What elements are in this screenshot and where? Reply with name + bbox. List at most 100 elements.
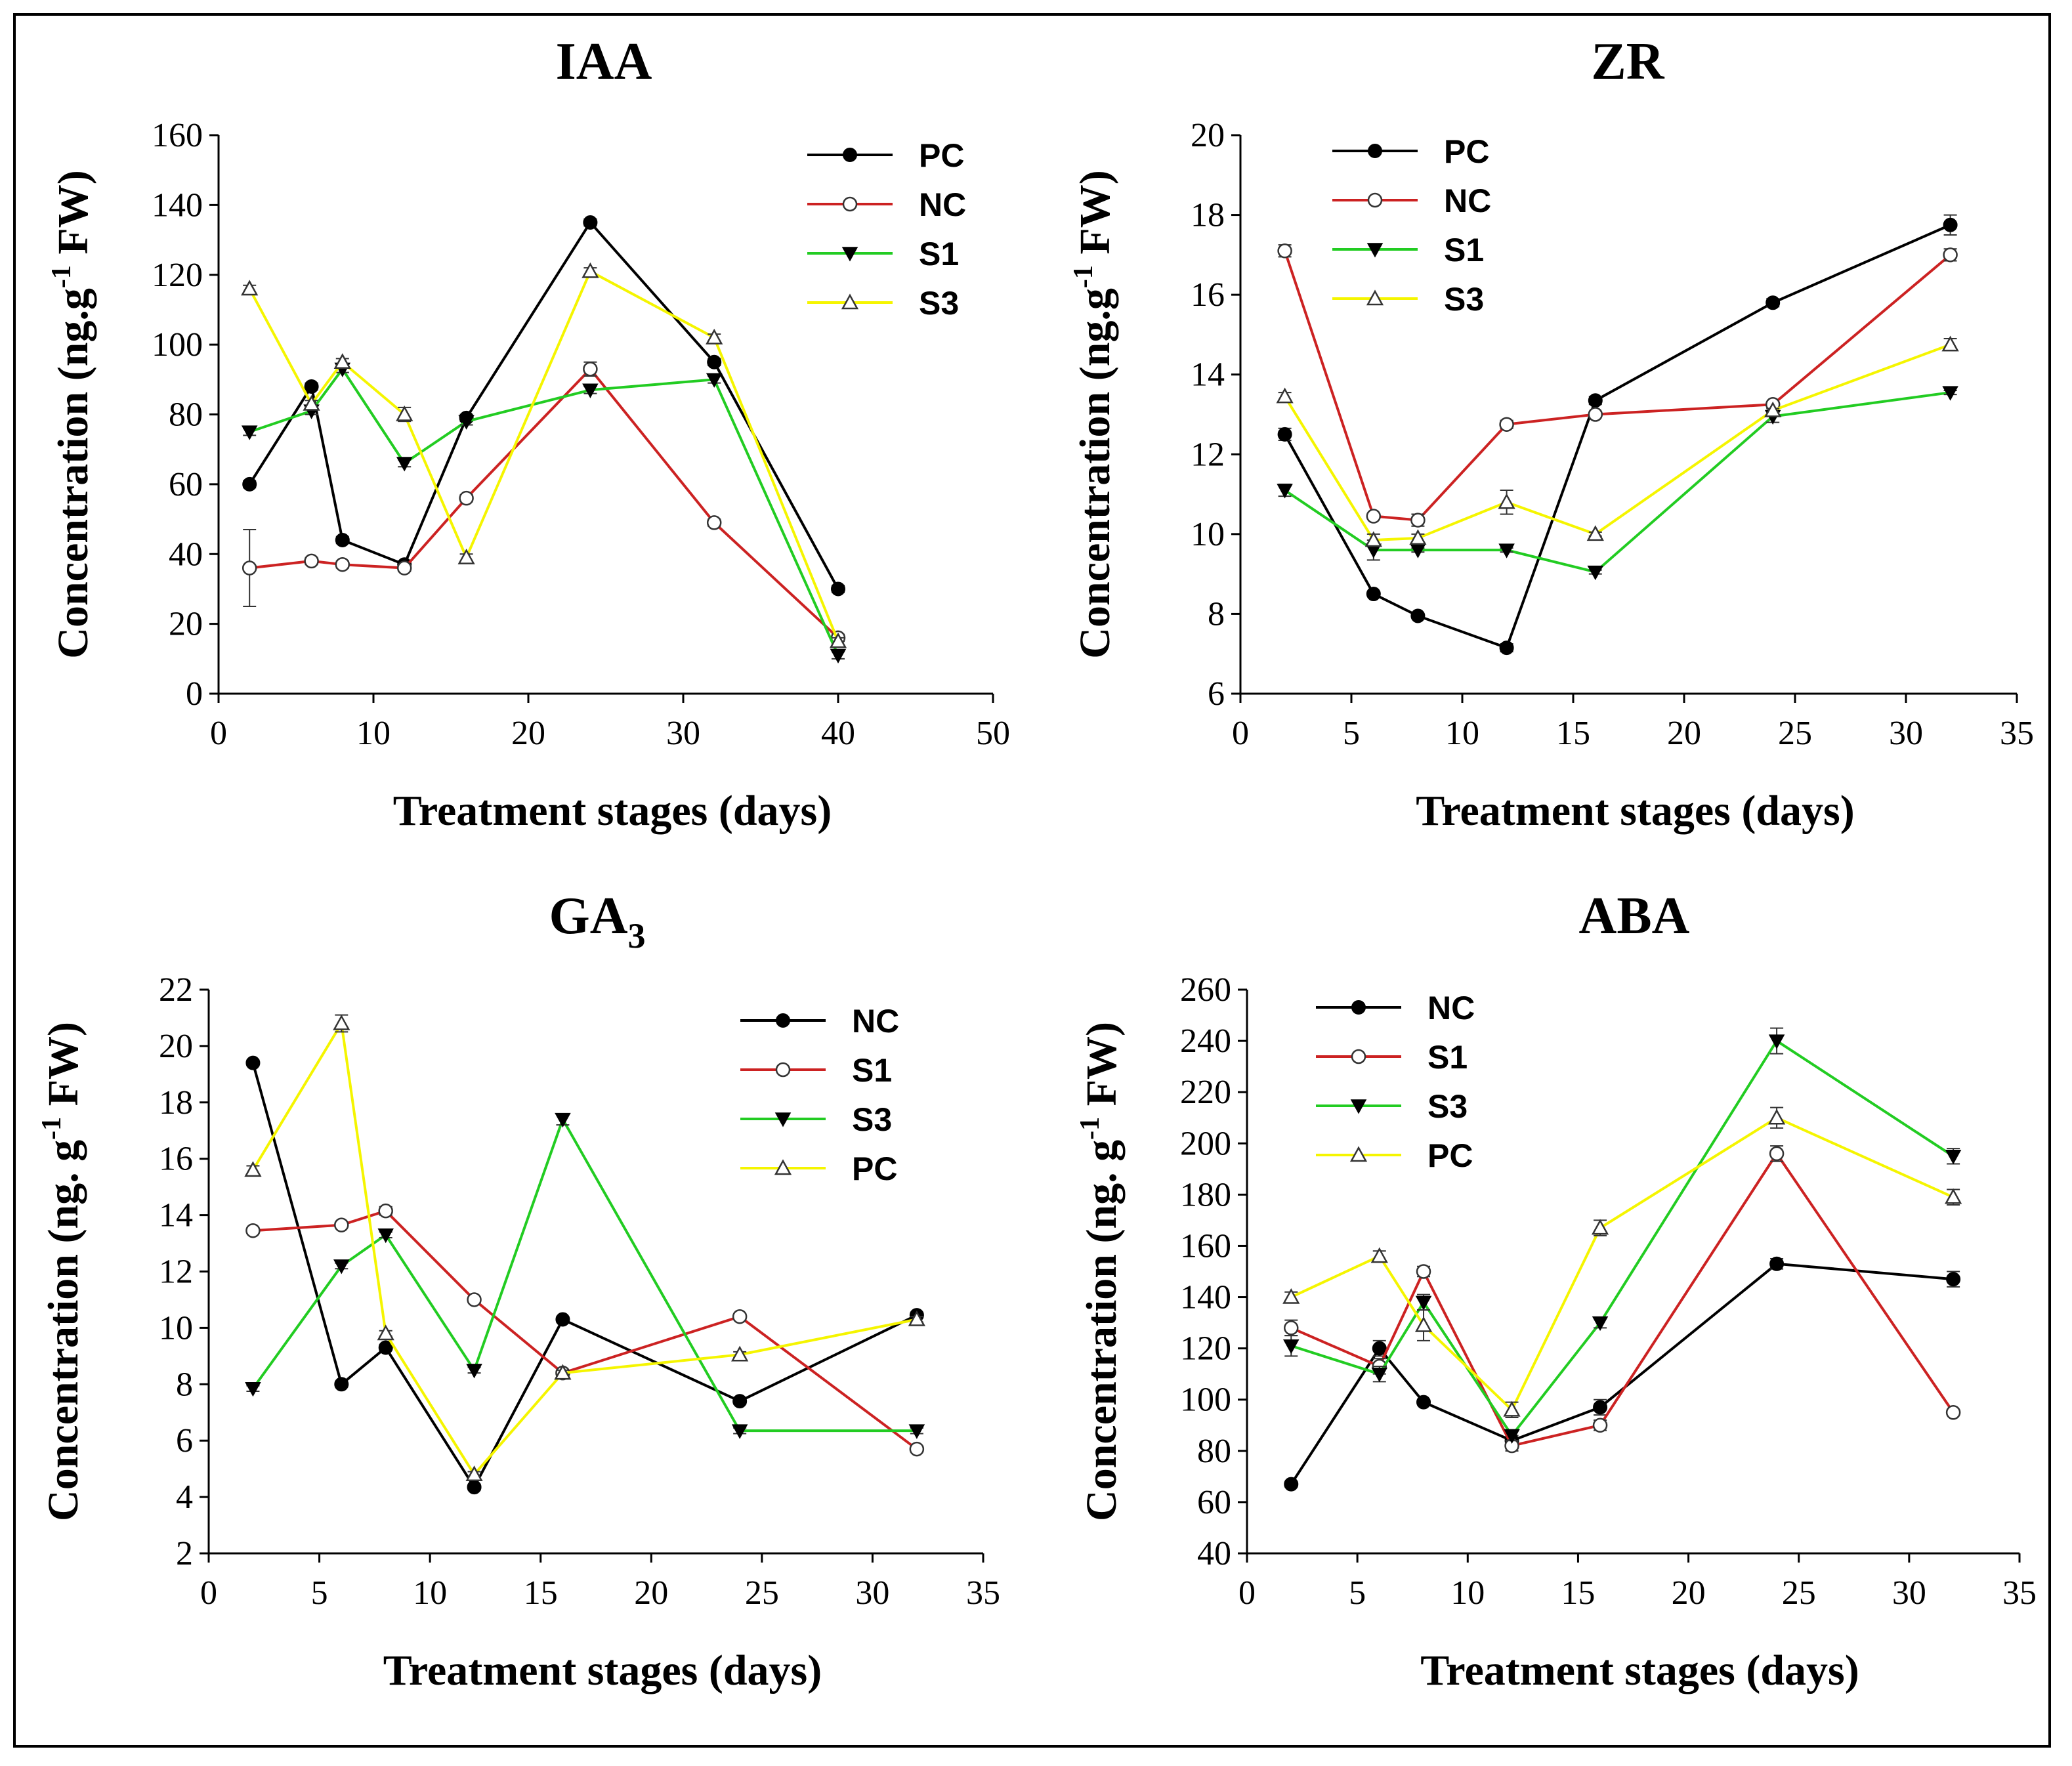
legend-label: S1: [852, 1052, 892, 1089]
data-point-S3: [1592, 1316, 1609, 1332]
data-point-S3: [333, 353, 351, 369]
legend-entry-PC: PC: [1332, 133, 1489, 170]
y-tick-label: 10: [159, 1309, 193, 1347]
legend-marker: [1366, 243, 1384, 258]
data-point-NC: [1943, 247, 1958, 263]
y-axis-label-superscript: -1: [37, 1117, 67, 1140]
y-tick-label: 180: [1180, 1176, 1231, 1213]
data-point-S3: [1276, 387, 1294, 404]
y-tick-label: 16: [1191, 276, 1225, 314]
legend-marker: [1366, 289, 1384, 306]
series-line-NC: [249, 367, 839, 639]
data-point-NC: [459, 490, 474, 506]
data-point-S3: [706, 328, 723, 345]
chart-panel-1: IAA 0 20 40 60 80 100 120 140 160 0 10 20 30 40 50 Treat…: [47, 33, 1010, 835]
data-point-NC: [1499, 417, 1514, 432]
legend-entry-NC: NC: [1332, 182, 1491, 219]
data-point-S1: [334, 1217, 349, 1232]
x-tick-label: 15: [1556, 715, 1590, 752]
data-point-PC: [707, 354, 722, 369]
x-tick-label: 20: [1667, 715, 1701, 752]
x-tick-label: 10: [356, 715, 391, 752]
data-point-NC: [1277, 243, 1292, 259]
legend-marker: [841, 293, 859, 310]
series-S1: [1284, 1145, 1961, 1454]
data-point-PC: [465, 1465, 483, 1481]
data-point-PC: [1767, 1108, 1786, 1125]
series-line-PC: [1290, 1116, 1954, 1412]
data-point-S1: [732, 1309, 748, 1324]
chart-title-main: ZR: [1591, 33, 1664, 91]
y-tick-label: 200: [1180, 1125, 1231, 1162]
x-tick-label: 10: [413, 1574, 447, 1612]
data-point-NC: [245, 1055, 261, 1070]
data-point-S1: [458, 415, 475, 430]
data-point-PC: [304, 379, 319, 394]
x-axis-label: Treatment stages (days): [393, 787, 832, 835]
legend-entry-S3: S3: [807, 285, 959, 322]
data-point-PC: [908, 1310, 925, 1326]
data-point-S3: [1409, 529, 1427, 545]
legend-label: S1: [1427, 1039, 1468, 1076]
chart-title: GA3: [549, 887, 646, 956]
legend-label: S3: [1427, 1088, 1468, 1125]
y-tick-label: 80: [1197, 1433, 1231, 1470]
series-PC: [1282, 1106, 1962, 1419]
y-tick-label: 14: [159, 1197, 193, 1234]
y-tick-label: 240: [1180, 1022, 1231, 1060]
data-point-NC: [1946, 1272, 1961, 1287]
y-axis-label-part: Concentration (ng. g: [1078, 1140, 1126, 1521]
x-tick-label: 30: [855, 1574, 889, 1612]
y-tick-label: 120: [1180, 1330, 1231, 1368]
series-line-PC: [251, 1019, 918, 1477]
x-tick-label: 30: [666, 715, 700, 752]
y-axis-label: Concentration (ng. g-1 FW): [1075, 1022, 1126, 1521]
data-point-S1: [1942, 386, 1958, 401]
y-tick-label: 80: [169, 396, 203, 434]
y-tick-label: 0: [186, 675, 203, 713]
y-tick-label: 40: [1197, 1535, 1231, 1572]
x-tick-label: 20: [1672, 1574, 1706, 1612]
data-point-S1: [830, 648, 847, 664]
data-point-S3: [396, 405, 413, 421]
data-point-PC: [1282, 1288, 1300, 1304]
x-tick-label: 0: [210, 715, 227, 752]
data-point-NC: [732, 1394, 748, 1409]
legend-marker: [1349, 1146, 1368, 1162]
data-point-PC: [1366, 587, 1381, 602]
y-axis-label-part: Concentration (ng.g: [49, 288, 97, 659]
data-point-S3: [731, 1424, 748, 1439]
series-line-NC: [251, 1062, 918, 1490]
series-line-S1: [249, 366, 839, 656]
x-tick-label: 35: [2002, 1574, 2037, 1612]
y-axis-label-part: FW): [49, 170, 97, 265]
y-axis-label: Concentration (ng. g-1 FW): [37, 1022, 87, 1521]
y-axis-label-part: FW): [1071, 170, 1119, 265]
data-point-S1: [396, 457, 413, 472]
data-point-PC: [583, 215, 598, 230]
data-point-S1: [245, 1223, 261, 1238]
chart-title: IAA: [556, 33, 652, 91]
y-tick-label: 260: [1180, 971, 1231, 1009]
legend-entry-NC: NC: [740, 1003, 899, 1040]
x-tick-label: 25: [745, 1574, 779, 1612]
data-point-PC: [1765, 295, 1781, 310]
data-point-NC: [1593, 1400, 1608, 1415]
data-point-PC: [1277, 427, 1292, 442]
data-point-S3: [1415, 1295, 1432, 1311]
y-tick-label: 8: [1208, 595, 1225, 633]
data-point-NC: [378, 1340, 393, 1355]
data-point-NC: [1416, 1395, 1431, 1410]
legend-entry-S1: S1: [807, 236, 959, 272]
series-line-PC: [248, 220, 839, 590]
y-tick-label: 160: [1180, 1227, 1231, 1265]
legend-label: S3: [852, 1101, 892, 1138]
data-point-S1: [241, 425, 258, 440]
y-tick-label: 14: [1191, 356, 1225, 394]
series-PC: [242, 215, 845, 597]
y-tick-label: 60: [1197, 1484, 1231, 1521]
series-line-NC: [1290, 1262, 1954, 1485]
legend-label: S1: [1444, 232, 1484, 268]
data-point-NC: [242, 560, 257, 576]
data-point-PC: [1499, 641, 1514, 656]
